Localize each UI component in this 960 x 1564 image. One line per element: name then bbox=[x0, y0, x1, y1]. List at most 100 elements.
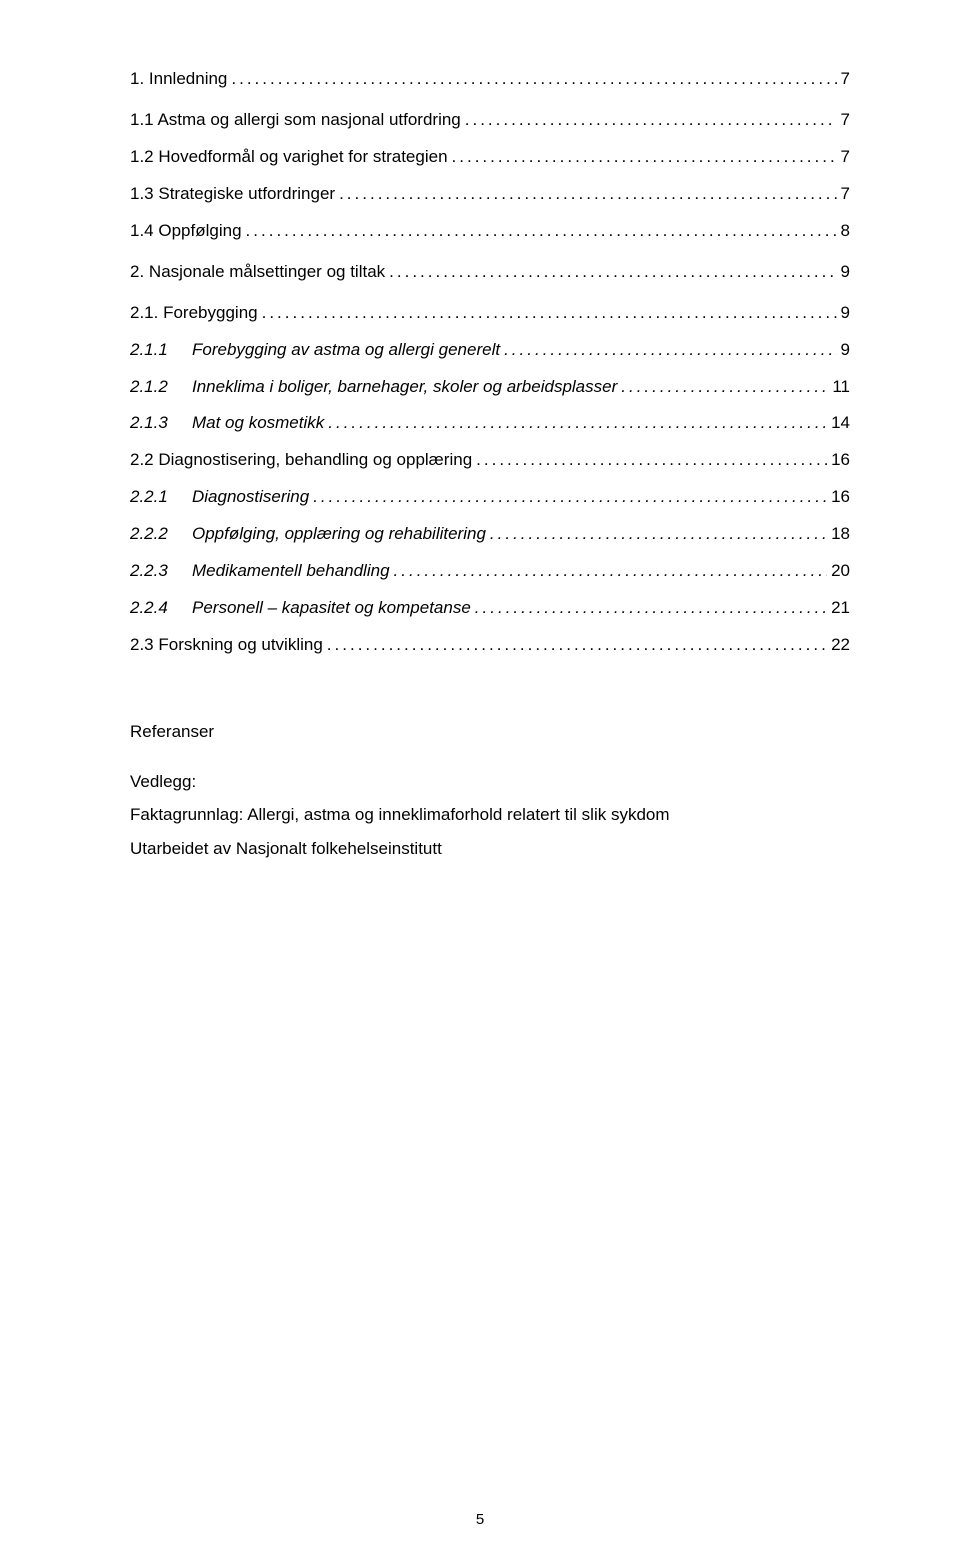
toc-label: 2.2.4Personell – kapasitet og kompetanse bbox=[130, 597, 471, 620]
toc-label: 2.1.2Inneklima i boliger, barnehager, sk… bbox=[130, 376, 617, 399]
toc-title: Strategiske utfordringer bbox=[158, 184, 335, 203]
toc-number: 2.1.2 bbox=[130, 376, 192, 399]
toc-label: 2.3 Forskning og utvikling bbox=[130, 634, 323, 657]
toc-leader-dots: ........................................… bbox=[472, 449, 827, 472]
toc-number: 2. bbox=[130, 261, 144, 284]
table-of-contents: 1. Innledning...........................… bbox=[130, 68, 850, 657]
vedlegg-line-2: Utarbeidet av Nasjonalt folkehelseinstit… bbox=[130, 836, 850, 862]
toc-page-number: 7 bbox=[837, 146, 850, 169]
toc-title: Medikamentell behandling bbox=[192, 561, 390, 580]
toc-leader-dots: ........................................… bbox=[258, 302, 837, 325]
toc-number: 2.2.1 bbox=[130, 486, 192, 509]
spacer bbox=[130, 753, 850, 769]
toc-label: 1.1 Astma og allergi som nasjonal utford… bbox=[130, 109, 461, 132]
toc-leader-dots: ........................................… bbox=[471, 597, 827, 620]
toc-label: 1. Innledning bbox=[130, 68, 227, 91]
toc-entry: 2.2.1Diagnostisering....................… bbox=[130, 486, 850, 509]
toc-number: 1.1 bbox=[130, 109, 154, 132]
toc-label: 1.4 Oppfølging bbox=[130, 220, 242, 243]
toc-entry: 2.1.1Forebygging av astma og allergi gen… bbox=[130, 339, 850, 362]
toc-leader-dots: ........................................… bbox=[617, 376, 828, 399]
toc-label: 2.1.1Forebygging av astma og allergi gen… bbox=[130, 339, 500, 362]
toc-entry: 2.2.4Personell – kapasitet og kompetanse… bbox=[130, 597, 850, 620]
toc-number: 2.1. bbox=[130, 302, 158, 325]
toc-leader-dots: ........................................… bbox=[385, 261, 836, 284]
toc-number: 2.2.4 bbox=[130, 597, 192, 620]
toc-title: Inneklima i boliger, barnehager, skoler … bbox=[192, 377, 617, 396]
toc-entry: 1.3 Strategiske utfordringer............… bbox=[130, 183, 850, 206]
toc-entry: 2.2 Diagnostisering, behandling og opplæ… bbox=[130, 449, 850, 472]
toc-entry: 2.2.3Medikamentell behandling...........… bbox=[130, 560, 850, 583]
vedlegg-label: Vedlegg: bbox=[130, 769, 850, 795]
toc-entry: 2.3 Forskning og utvikling..............… bbox=[130, 634, 850, 657]
toc-title: Forebygging av astma og allergi generelt bbox=[192, 340, 500, 359]
toc-title: Mat og kosmetikk bbox=[192, 413, 324, 432]
toc-page-number: 16 bbox=[827, 486, 850, 509]
toc-number: 1.3 bbox=[130, 183, 154, 206]
toc-page-number: 18 bbox=[827, 523, 850, 546]
toc-leader-dots: ........................................… bbox=[448, 146, 837, 169]
document-page: 1. Innledning...........................… bbox=[0, 0, 960, 1564]
toc-page-number: 9 bbox=[837, 261, 850, 284]
toc-title: Diagnostisering bbox=[192, 487, 309, 506]
toc-page-number: 9 bbox=[837, 339, 850, 362]
toc-leader-dots: ........................................… bbox=[390, 560, 828, 583]
toc-label: 2.1.3Mat og kosmetikk bbox=[130, 412, 324, 435]
toc-page-number: 9 bbox=[837, 302, 850, 325]
page-number: 5 bbox=[0, 1511, 960, 1528]
toc-entry: 1.2 Hovedformål og varighet for strategi… bbox=[130, 146, 850, 169]
toc-page-number: 21 bbox=[827, 597, 850, 620]
toc-title: Astma og allergi som nasjonal utfordring bbox=[157, 110, 460, 129]
toc-entry: 2.1. Forebygging........................… bbox=[130, 302, 850, 325]
toc-page-number: 20 bbox=[827, 560, 850, 583]
toc-number: 1.2 bbox=[130, 146, 154, 169]
toc-label: 2.2.1Diagnostisering bbox=[130, 486, 309, 509]
vedlegg-line-1: Faktagrunnlag: Allergi, astma og innekli… bbox=[130, 802, 850, 828]
toc-label: 1.3 Strategiske utfordringer bbox=[130, 183, 335, 206]
toc-entry: 1.4 Oppfølging..........................… bbox=[130, 220, 850, 243]
toc-leader-dots: ........................................… bbox=[242, 220, 837, 243]
toc-label: 2.2.3Medikamentell behandling bbox=[130, 560, 390, 583]
toc-number: 2.3 bbox=[130, 634, 154, 657]
toc-entry: 1.1 Astma og allergi som nasjonal utford… bbox=[130, 109, 850, 132]
toc-number: 1. bbox=[130, 68, 144, 91]
toc-label: 2.2.2Oppfølging, opplæring og rehabilite… bbox=[130, 523, 486, 546]
toc-leader-dots: ........................................… bbox=[324, 412, 827, 435]
toc-label: 2.1. Forebygging bbox=[130, 302, 258, 325]
toc-leader-dots: ........................................… bbox=[486, 523, 827, 546]
toc-page-number: 7 bbox=[837, 68, 850, 91]
toc-leader-dots: ........................................… bbox=[227, 68, 836, 91]
toc-number: 2.2.2 bbox=[130, 523, 192, 546]
toc-entry: 2.1.3Mat og kosmetikk...................… bbox=[130, 412, 850, 435]
toc-number: 2.2 bbox=[130, 449, 154, 472]
toc-leader-dots: ........................................… bbox=[309, 486, 827, 509]
toc-label: 2. Nasjonale målsettinger og tiltak bbox=[130, 261, 385, 284]
toc-number: 2.1.1 bbox=[130, 339, 192, 362]
toc-page-number: 22 bbox=[827, 634, 850, 657]
toc-page-number: 7 bbox=[837, 183, 850, 206]
toc-title: Innledning bbox=[149, 69, 227, 88]
toc-leader-dots: ........................................… bbox=[500, 339, 836, 362]
toc-number: 2.2.3 bbox=[130, 560, 192, 583]
references-block: Referanser Vedlegg: Faktagrunnlag: Aller… bbox=[130, 719, 850, 861]
references-heading: Referanser bbox=[130, 719, 850, 745]
toc-page-number: 7 bbox=[837, 109, 850, 132]
toc-title: Personell – kapasitet og kompetanse bbox=[192, 598, 471, 617]
toc-page-number: 8 bbox=[837, 220, 850, 243]
toc-page-number: 11 bbox=[828, 376, 850, 399]
toc-title: Forebygging bbox=[163, 303, 258, 322]
toc-page-number: 16 bbox=[827, 449, 850, 472]
toc-title: Oppfølging bbox=[158, 221, 241, 240]
toc-entry: 2. Nasjonale målsettinger og tiltak.....… bbox=[130, 261, 850, 284]
toc-leader-dots: ........................................… bbox=[335, 183, 836, 206]
toc-page-number: 14 bbox=[827, 412, 850, 435]
toc-leader-dots: ........................................… bbox=[461, 109, 837, 132]
toc-title: Hovedformål og varighet for strategien bbox=[158, 147, 447, 166]
toc-title: Diagnostisering, behandling og opplæring bbox=[158, 450, 472, 469]
toc-label: 1.2 Hovedformål og varighet for strategi… bbox=[130, 146, 448, 169]
toc-entry: 2.2.2Oppfølging, opplæring og rehabilite… bbox=[130, 523, 850, 546]
toc-number: 2.1.3 bbox=[130, 412, 192, 435]
toc-title: Oppfølging, opplæring og rehabilitering bbox=[192, 524, 486, 543]
toc-title: Forskning og utvikling bbox=[158, 635, 322, 654]
toc-leader-dots: ........................................… bbox=[323, 634, 827, 657]
